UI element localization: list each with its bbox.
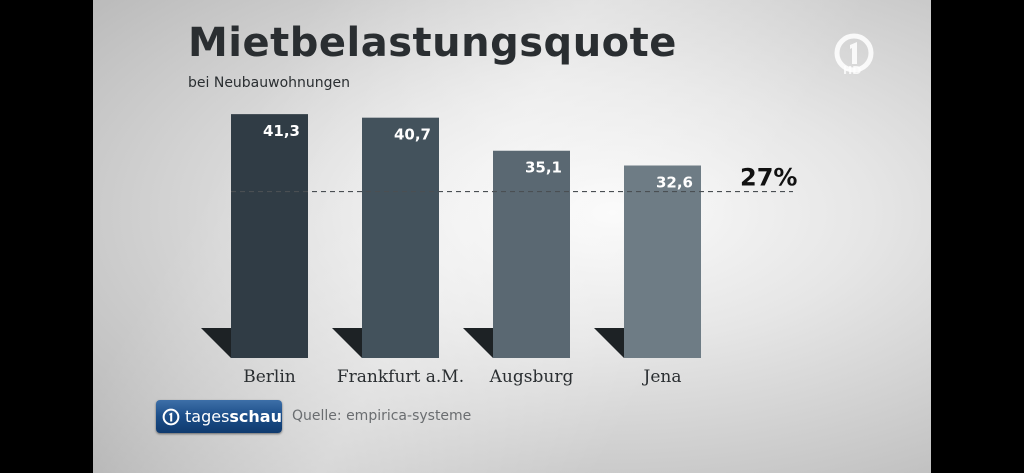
bar-group: 32,6 Jena [594,165,701,387]
category-label: Frankfurt a.M. [337,367,464,387]
category-label: Berlin [243,367,296,387]
chart-subtitle: bei Neubauwohnungen [188,75,351,91]
source-note: Quelle: empirica-systeme [292,408,472,424]
bar-shadow [201,328,231,358]
bar-shadow [463,328,493,358]
tv-screen: Mietbelastungsquote bei Neubauwohnungen … [93,0,931,473]
hd-label: HD [843,64,862,77]
bar [493,150,570,358]
bar-value-label: 35,1 [525,159,562,177]
bar-group: 40,7 Frankfurt a.M. [332,117,464,387]
category-label: Augsburg [489,367,574,387]
bar-shadow [332,328,362,358]
ard-logo-icon [834,33,874,73]
bar [624,165,701,358]
category-label: Jena [642,367,682,387]
bar-group: 35,1 Augsburg [463,150,574,387]
ard-circle-icon [162,408,180,425]
tagesschau-wordmark: tagesschau [184,407,282,426]
bar [231,114,308,358]
bar-chart: 41,3 Berlin 40,7 Frankfurt a.M. 35,1 Augsburg… [201,114,797,387]
bar-value-label: 41,3 [263,122,300,140]
bar-value-label: 32,6 [656,174,693,192]
bar [362,117,439,358]
tagesschau-logo: tagesschau [156,400,282,433]
reference-line-label: 27% [740,164,797,192]
bar-value-label: 40,7 [394,126,431,144]
bar-shadow [594,328,624,358]
bar-group: 41,3 Berlin [201,114,308,387]
chart-title: Mietbelastungsquote [188,20,677,66]
